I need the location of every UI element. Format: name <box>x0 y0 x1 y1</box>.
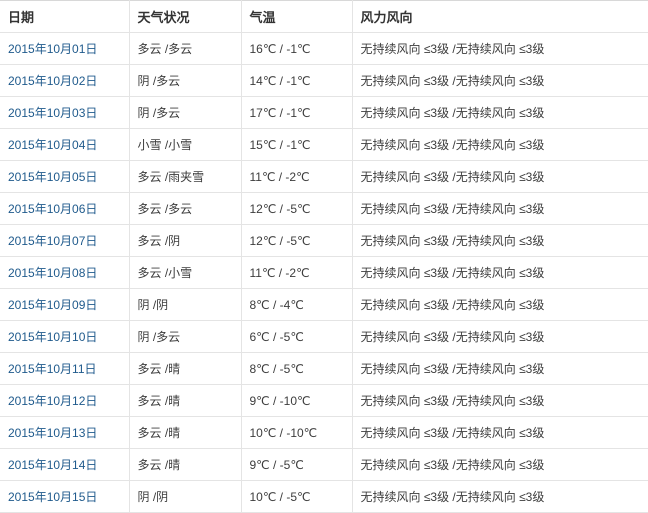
temp-cell: 12℃ / -5℃ <box>241 224 353 257</box>
wind-cell: 无持续风向 ≤3级 /无持续风向 ≤3级 <box>352 32 648 65</box>
date-link[interactable]: 2015年10月13日 <box>8 426 98 440</box>
date-cell: 2015年10月01日 <box>0 32 130 65</box>
date-link[interactable]: 2015年10月10日 <box>8 330 98 344</box>
table-row: 2015年10月09日 阴 /阴 8℃ / -4℃ 无持续风向 ≤3级 /无持续风向 … <box>0 288 648 321</box>
date-link[interactable]: 2015年10月09日 <box>8 298 98 312</box>
temp-cell: 11℃ / -2℃ <box>241 160 353 193</box>
temp-cell: 6℃ / -5℃ <box>241 320 353 353</box>
date-cell: 2015年10月12日 <box>0 384 130 417</box>
weather-cell: 多云 /晴 <box>129 384 242 417</box>
date-cell: 2015年10月08日 <box>0 256 130 289</box>
weather-cell: 多云 /雨夹雪 <box>129 160 242 193</box>
date-cell: 2015年10月13日 <box>0 416 130 449</box>
temp-cell: 16℃ / -1℃ <box>241 32 353 65</box>
table-row: 2015年10月02日 阴 /多云 14℃ / -1℃ 无持续风向 ≤3级 /无持续风… <box>0 64 648 97</box>
header-row: 日期 天气状况 气温 风力风向 <box>0 0 648 33</box>
date-cell: 2015年10月06日 <box>0 192 130 225</box>
table-row: 2015年10月13日 多云 /晴 10℃ / -10℃ 无持续风向 ≤3级 /无持续… <box>0 416 648 449</box>
date-link[interactable]: 2015年10月03日 <box>8 106 98 120</box>
date-link[interactable]: 2015年10月01日 <box>8 42 98 56</box>
table-row: 2015年10月11日 多云 /晴 8℃ / -5℃ 无持续风向 ≤3级 /无持续风向… <box>0 352 648 385</box>
wind-cell: 无持续风向 ≤3级 /无持续风向 ≤3级 <box>352 480 648 513</box>
table-row: 2015年10月07日 多云 /阴 12℃ / -5℃ 无持续风向 ≤3级 /无持续风… <box>0 224 648 257</box>
temp-cell: 11℃ / -2℃ <box>241 256 353 289</box>
wind-cell: 无持续风向 ≤3级 /无持续风向 ≤3级 <box>352 192 648 225</box>
wind-cell: 无持续风向 ≤3级 /无持续风向 ≤3级 <box>352 416 648 449</box>
weather-cell: 多云 /阴 <box>129 224 242 257</box>
wind-cell: 无持续风向 ≤3级 /无持续风向 ≤3级 <box>352 288 648 321</box>
date-link[interactable]: 2015年10月15日 <box>8 490 98 504</box>
wind-cell: 无持续风向 ≤3级 /无持续风向 ≤3级 <box>352 384 648 417</box>
wind-cell: 无持续风向 ≤3级 /无持续风向 ≤3级 <box>352 352 648 385</box>
date-link[interactable]: 2015年10月04日 <box>8 138 98 152</box>
wind-cell: 无持续风向 ≤3级 /无持续风向 ≤3级 <box>352 224 648 257</box>
wind-cell: 无持续风向 ≤3级 /无持续风向 ≤3级 <box>352 320 648 353</box>
date-cell: 2015年10月09日 <box>0 288 130 321</box>
temp-cell: 15℃ / -1℃ <box>241 128 353 161</box>
weather-cell: 小雪 /小雪 <box>129 128 242 161</box>
table-row: 2015年10月06日 多云 /多云 12℃ / -5℃ 无持续风向 ≤3级 /无持续… <box>0 192 648 225</box>
wind-cell: 无持续风向 ≤3级 /无持续风向 ≤3级 <box>352 256 648 289</box>
temp-cell: 17℃ / -1℃ <box>241 96 353 129</box>
weather-cell: 多云 /小雪 <box>129 256 242 289</box>
date-cell: 2015年10月07日 <box>0 224 130 257</box>
weather-cell: 阴 /阴 <box>129 480 242 513</box>
date-link[interactable]: 2015年10月08日 <box>8 266 98 280</box>
weather-cell: 阴 /多云 <box>129 96 242 129</box>
weather-cell: 阴 /多云 <box>129 320 242 353</box>
date-link[interactable]: 2015年10月02日 <box>8 74 98 88</box>
date-link[interactable]: 2015年10月05日 <box>8 170 98 184</box>
wind-cell: 无持续风向 ≤3级 /无持续风向 ≤3级 <box>352 160 648 193</box>
table-row: 2015年10月05日 多云 /雨夹雪 11℃ / -2℃ 无持续风向 ≤3级 /无持… <box>0 160 648 193</box>
weather-cell: 阴 /多云 <box>129 64 242 97</box>
weather-cell: 阴 /阴 <box>129 288 242 321</box>
weather-cell: 多云 /晴 <box>129 416 242 449</box>
date-cell: 2015年10月15日 <box>0 480 130 513</box>
table-row: 2015年10月08日 多云 /小雪 11℃ / -2℃ 无持续风向 ≤3级 /无持续… <box>0 256 648 289</box>
weather-cell: 多云 /多云 <box>129 32 242 65</box>
date-link[interactable]: 2015年10月14日 <box>8 458 98 472</box>
column-header-date: 日期 <box>0 0 130 33</box>
table-row: 2015年10月01日 多云 /多云 16℃ / -1℃ 无持续风向 ≤3级 /无持续… <box>0 32 648 65</box>
date-cell: 2015年10月11日 <box>0 352 130 385</box>
column-header-weather: 天气状况 <box>129 0 242 33</box>
wind-cell: 无持续风向 ≤3级 /无持续风向 ≤3级 <box>352 448 648 481</box>
temp-cell: 14℃ / -1℃ <box>241 64 353 97</box>
date-cell: 2015年10月14日 <box>0 448 130 481</box>
table-row: 2015年10月04日 小雪 /小雪 15℃ / -1℃ 无持续风向 ≤3级 /无持续… <box>0 128 648 161</box>
wind-cell: 无持续风向 ≤3级 /无持续风向 ≤3级 <box>352 96 648 129</box>
date-link[interactable]: 2015年10月07日 <box>8 234 98 248</box>
table-header: 日期 天气状况 气温 风力风向 <box>0 0 648 33</box>
column-header-wind: 风力风向 <box>352 0 648 33</box>
date-cell: 2015年10月10日 <box>0 320 130 353</box>
column-header-temp: 气温 <box>241 0 353 33</box>
table-row: 2015年10月12日 多云 /晴 9℃ / -10℃ 无持续风向 ≤3级 /无持续风… <box>0 384 648 417</box>
table-row: 2015年10月10日 阴 /多云 6℃ / -5℃ 无持续风向 ≤3级 /无持续风向… <box>0 320 648 353</box>
temp-cell: 9℃ / -5℃ <box>241 448 353 481</box>
temp-cell: 8℃ / -4℃ <box>241 288 353 321</box>
date-cell: 2015年10月05日 <box>0 160 130 193</box>
date-cell: 2015年10月04日 <box>0 128 130 161</box>
temp-cell: 12℃ / -5℃ <box>241 192 353 225</box>
wind-cell: 无持续风向 ≤3级 /无持续风向 ≤3级 <box>352 128 648 161</box>
date-link[interactable]: 2015年10月12日 <box>8 394 98 408</box>
weather-cell: 多云 /晴 <box>129 448 242 481</box>
date-cell: 2015年10月03日 <box>0 96 130 129</box>
temp-cell: 9℃ / -10℃ <box>241 384 353 417</box>
temp-cell: 10℃ / -5℃ <box>241 480 353 513</box>
date-cell: 2015年10月02日 <box>0 64 130 97</box>
table-body: 2015年10月01日 多云 /多云 16℃ / -1℃ 无持续风向 ≤3级 /无持续… <box>0 32 648 513</box>
table-row: 2015年10月15日 阴 /阴 10℃ / -5℃ 无持续风向 ≤3级 /无持续风向… <box>0 480 648 513</box>
temp-cell: 10℃ / -10℃ <box>241 416 353 449</box>
table-row: 2015年10月03日 阴 /多云 17℃ / -1℃ 无持续风向 ≤3级 /无持续风… <box>0 96 648 129</box>
wind-cell: 无持续风向 ≤3级 /无持续风向 ≤3级 <box>352 64 648 97</box>
weather-cell: 多云 /多云 <box>129 192 242 225</box>
table-row: 2015年10月14日 多云 /晴 9℃ / -5℃ 无持续风向 ≤3级 /无持续风向… <box>0 448 648 481</box>
date-link[interactable]: 2015年10月11日 <box>8 362 97 376</box>
temp-cell: 8℃ / -5℃ <box>241 352 353 385</box>
weather-cell: 多云 /晴 <box>129 352 242 385</box>
date-link[interactable]: 2015年10月06日 <box>8 202 98 216</box>
